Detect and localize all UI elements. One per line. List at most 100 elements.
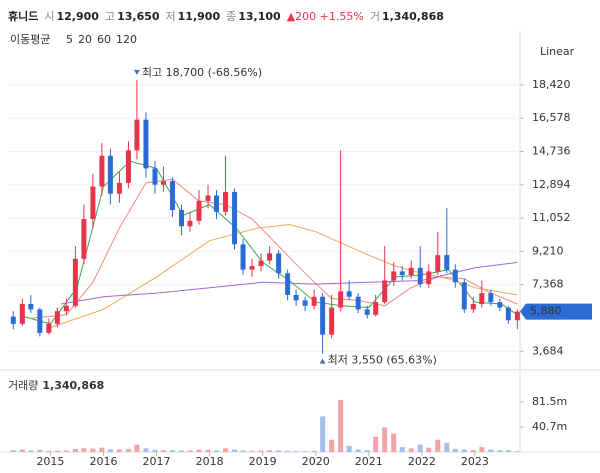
volume-label: 거 (369, 10, 380, 23)
volume-bar (302, 451, 308, 452)
volume-bar (46, 450, 52, 452)
volume-bar (205, 449, 211, 452)
moving-average (50, 223, 518, 328)
y-tick-label: 7,368 (532, 278, 564, 291)
candle-body (72, 258, 78, 306)
volume-bar (338, 399, 344, 452)
volume-bar (178, 450, 184, 452)
candle-body (417, 267, 423, 285)
y-tick-label: 11,052 (532, 211, 571, 224)
volume-bar (169, 450, 175, 452)
volume-bar (285, 450, 291, 452)
volume-bar (329, 439, 335, 452)
volume-bar (37, 449, 43, 452)
candle-body (408, 267, 414, 276)
candle-body (426, 271, 432, 285)
x-tick-label: 2015 (36, 455, 64, 468)
legend-title: 이동평균 (10, 33, 50, 46)
volume-bar (293, 451, 299, 452)
volume-bar (408, 448, 414, 452)
stock-name: 휴니드 (8, 10, 39, 23)
candle-body (249, 266, 255, 270)
legend-entry: 60 (97, 33, 111, 46)
candle-body (338, 291, 344, 308)
candle-body (329, 307, 335, 335)
volume-bar (125, 448, 131, 452)
candle-body (28, 303, 34, 310)
candle-body (19, 303, 25, 324)
candle-body (285, 273, 291, 295)
change-pct: +1.55% (319, 10, 364, 23)
candle-body (134, 119, 140, 151)
volume-bar (54, 450, 60, 452)
candle-body (81, 219, 87, 259)
quote-label: 저 (165, 10, 176, 23)
volume-bar (479, 447, 485, 452)
volume-bar (258, 450, 264, 452)
candle-body (479, 293, 485, 304)
candle-body (293, 294, 299, 301)
candle-body (116, 182, 122, 194)
x-tick-label: 2020 (302, 455, 330, 468)
candle-body (258, 260, 264, 267)
legend-entry: 20 (78, 33, 92, 46)
volume-bar (107, 449, 113, 452)
candle-body (514, 311, 520, 321)
candle-body (46, 323, 52, 333)
volume-title: 거래량 (8, 379, 38, 392)
candle-body (320, 296, 326, 335)
volume-bar (399, 447, 405, 452)
candle-body (382, 280, 388, 303)
candle-body (196, 200, 202, 221)
volume-tick-label: 40.7m (532, 420, 567, 433)
volume-bar (196, 449, 202, 452)
volume-bar (320, 416, 326, 452)
quote-label: 종 (226, 10, 237, 23)
last-price-box (520, 303, 592, 320)
candle-body (355, 296, 361, 310)
candle-body (214, 195, 220, 212)
quote-value: 12,900 (56, 10, 99, 23)
volume-value: 1,340,868 (381, 10, 444, 23)
quote-value: 13,100 (238, 10, 281, 23)
candle-body (470, 303, 476, 310)
volume-bar (355, 449, 361, 452)
quote-label: 고 (104, 10, 116, 23)
candle-body (160, 181, 166, 185)
candle-body (399, 271, 405, 276)
y-tick-label: 3,684 (532, 344, 564, 357)
volume-bar (444, 442, 450, 452)
y-tick-label: 16,578 (532, 111, 571, 124)
volume-bar (435, 439, 441, 452)
candle-body (205, 195, 211, 201)
candle-body (143, 119, 149, 169)
volume-bar (214, 450, 220, 452)
candle-body (178, 210, 184, 227)
volume-bar (267, 450, 273, 452)
candle-body (444, 255, 450, 270)
volume-bar (10, 450, 16, 452)
last-price-label: 5,880 (530, 305, 562, 318)
volume-bar (311, 450, 317, 452)
volume-bar (426, 447, 432, 452)
quote-value: 11,900 (177, 10, 221, 23)
volume-bar (276, 450, 282, 452)
volume-bar (514, 451, 520, 452)
candle-body (435, 255, 441, 272)
annotation-marker (319, 358, 326, 364)
candle-body (107, 155, 113, 194)
candle-body (187, 220, 193, 227)
legend-entry: 120 (116, 33, 137, 46)
volume-bar (461, 449, 467, 452)
candle-body (488, 293, 494, 303)
volume-bar (134, 444, 140, 452)
volume-bar (152, 449, 158, 452)
volume-bar (249, 450, 255, 452)
quote-value: 13,650 (117, 10, 160, 23)
candle-body (373, 302, 379, 315)
candle-body (125, 150, 131, 183)
candle-body (99, 155, 105, 187)
volume-bar (99, 447, 105, 452)
candle-body (37, 309, 43, 333)
